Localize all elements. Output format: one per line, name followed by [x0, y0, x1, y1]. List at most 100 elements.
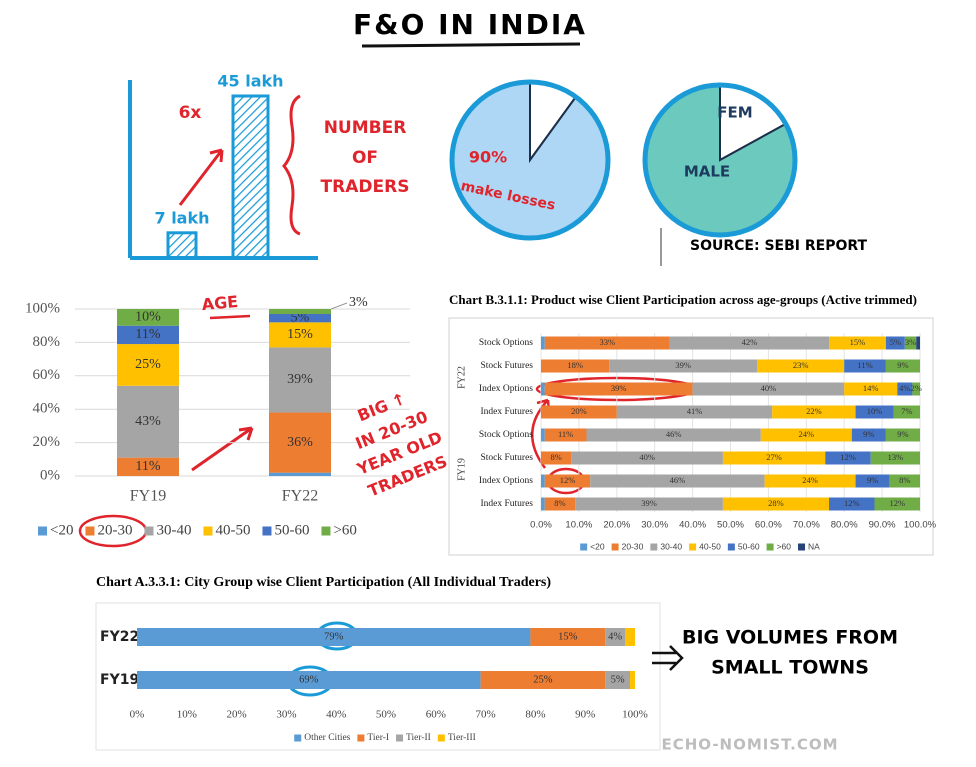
value-label: 46%	[666, 429, 682, 439]
x-tick-label: 60%	[426, 709, 446, 721]
value-label: 23%	[793, 360, 809, 370]
bar-segment	[692, 382, 845, 396]
value-label: 4%	[899, 383, 910, 393]
legend-marker	[203, 526, 213, 536]
category-label: FY22	[100, 629, 139, 645]
bar-segment	[269, 412, 331, 473]
bar-segment	[269, 314, 331, 323]
value-label: 46%	[670, 475, 686, 485]
legend-label: 20-30	[622, 541, 644, 551]
legend-label: 50-60	[738, 541, 760, 551]
bar-segment	[851, 428, 886, 442]
value-label: 5%	[890, 337, 901, 347]
legend-label: <20	[590, 541, 605, 551]
annotation: TRADERS	[321, 177, 410, 197]
bar-segment	[605, 671, 631, 689]
legend-marker	[650, 543, 658, 551]
value-label: 69%	[299, 674, 319, 685]
value-label: 20%	[571, 406, 587, 416]
legend: Other Cities Tier-I Tier-II Tier-III	[294, 733, 476, 743]
x-tick-label: 50.0%	[717, 520, 744, 531]
value-label: 11%	[857, 360, 872, 370]
legend-marker	[689, 543, 697, 551]
category-label: FY19	[100, 672, 139, 688]
bar-segment	[269, 309, 331, 315]
bar-segment	[544, 382, 693, 396]
bar-segment	[889, 474, 920, 488]
bar-segment	[541, 405, 617, 419]
bar-segment	[630, 671, 635, 689]
annotation: AGE	[201, 292, 239, 314]
bar-segment	[825, 451, 871, 465]
legend-label: 40-50	[699, 541, 721, 551]
value-label: 4%	[608, 631, 622, 642]
legend-label: <20	[50, 522, 73, 538]
annotation: OF	[352, 148, 378, 168]
x-tick-label: 100.0%	[904, 520, 937, 531]
y-tick-label: 60%	[33, 367, 61, 383]
bar-segment	[269, 322, 331, 348]
bar-segment	[625, 628, 635, 646]
legend-marker	[321, 526, 331, 536]
value-label: 28%	[768, 498, 784, 508]
annotation: 6x	[179, 103, 202, 123]
value-label: 9%	[863, 429, 874, 439]
bar-segment	[117, 385, 179, 458]
bar-segment	[722, 451, 826, 465]
bar-segment	[764, 474, 856, 488]
legend-marker	[85, 526, 95, 536]
bar-segment	[912, 382, 920, 396]
legend-marker	[611, 543, 619, 551]
x-tick-label: 90%	[575, 709, 595, 721]
source: SOURCE: SEBI REPORT	[690, 238, 868, 254]
legend-marker	[798, 543, 806, 551]
bar-segment	[541, 336, 545, 350]
legend-marker	[144, 526, 154, 536]
x-tick-label: 30.0%	[641, 520, 668, 531]
category-label: Stock Options	[479, 338, 533, 348]
value-label: 15%	[850, 337, 866, 347]
value-label: 12%	[889, 498, 905, 508]
legend-label: 50-60	[274, 522, 309, 538]
x-tick-label: 40.0%	[679, 520, 706, 531]
bar-segment	[269, 472, 331, 476]
y-tick-label: 0%	[40, 467, 60, 483]
bar-segment	[590, 474, 765, 488]
bar-segment	[885, 336, 905, 350]
leader-line	[330, 302, 348, 310]
legend-marker	[396, 734, 404, 742]
pie-outline	[642, 82, 798, 238]
bar-segment	[829, 336, 886, 350]
value-label: 39%	[611, 383, 627, 393]
category-label: Stock Futures	[480, 453, 533, 463]
legend-label: NA	[808, 541, 820, 551]
value-label: 27%	[766, 452, 782, 462]
watermark: ECHO-NOMIST.COM	[661, 736, 838, 754]
x-tick-label: 30%	[276, 709, 296, 721]
legend-label: >60	[777, 541, 792, 551]
x-tick-label: 20.0%	[603, 520, 630, 531]
y-tick-label: 20%	[33, 434, 61, 450]
bar-segment	[904, 336, 917, 350]
bar	[166, 231, 198, 260]
value-label: 3%	[905, 337, 916, 347]
bar-segment	[757, 359, 845, 373]
x-tick-label: 80.0%	[831, 520, 858, 531]
value-label: 5%	[291, 310, 310, 325]
legend-label: Tier-I	[367, 733, 389, 743]
value-label: 15%	[287, 327, 313, 342]
x-tick-label: 70.0%	[793, 520, 820, 531]
x-tick-label: 60.0%	[755, 520, 782, 531]
bar-segment	[870, 451, 920, 465]
group-label: FY22	[456, 366, 467, 389]
bar-segment	[117, 457, 179, 476]
bar-segment	[544, 428, 587, 442]
bar-segment	[874, 497, 920, 511]
value-label: 25%	[135, 357, 161, 372]
double-arrow	[652, 645, 684, 671]
bar-segment	[480, 671, 606, 689]
value-label: 11%	[135, 327, 160, 342]
value-label: 45 lakh	[217, 72, 283, 91]
bar-segment	[137, 628, 531, 646]
bar-segment	[117, 309, 179, 326]
